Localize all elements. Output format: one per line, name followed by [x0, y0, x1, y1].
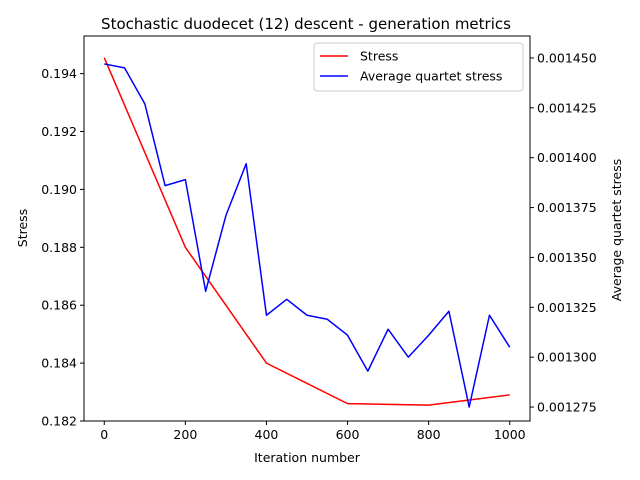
y2-tick-label: 0.001450 — [537, 50, 597, 65]
y-tick-label: 0.190 — [41, 182, 77, 197]
y-tick-label: 0.194 — [41, 66, 77, 81]
y-tick-label: 0.182 — [41, 414, 77, 429]
x-axis: 0 200 400 600 800 1000 — [100, 421, 526, 442]
legend-label-average-quartet-stress: Average quartet stress — [360, 69, 502, 84]
x-tick-label: 800 — [417, 427, 441, 442]
y2-tick-label: 0.001400 — [537, 150, 597, 165]
y2-tick-label: 0.001375 — [537, 200, 597, 215]
series-line-average-quartet-stress — [104, 63, 511, 408]
y2-tick-label: 0.001325 — [537, 300, 597, 315]
series-line-stress — [103, 57, 510, 406]
y-axis-left: 0.182 0.184 0.186 0.188 0.190 0.192 0.194 — [41, 66, 84, 429]
plot-lines — [103, 57, 511, 408]
y-axis-label: Stress — [15, 209, 30, 247]
y-axis-right: 0.001275 0.001300 0.001325 0.001350 0.001375… — [530, 50, 597, 415]
x-axis-label: Iteration number — [254, 450, 361, 465]
x-tick-label: 400 — [255, 427, 279, 442]
x-tick-label: 200 — [173, 427, 197, 442]
y2-tick-label: 0.001300 — [537, 350, 597, 365]
legend-box — [313, 42, 524, 92]
y2-tick-label: 0.001350 — [537, 250, 597, 265]
legend-label-stress: Stress — [360, 49, 398, 64]
y-tick-label: 0.188 — [41, 240, 77, 255]
y-tick-label: 0.186 — [41, 298, 77, 313]
y2-axis-label: Average quartet stress — [609, 159, 624, 301]
y-tick-label: 0.184 — [41, 356, 77, 371]
y-tick-label: 0.192 — [41, 124, 77, 139]
y2-tick-label: 0.001425 — [537, 100, 597, 115]
x-tick-label: 1000 — [494, 427, 526, 442]
legend: Stress Average quartet stress — [313, 42, 524, 92]
chart-title: Stochastic duodecet (12) descent - gener… — [101, 15, 511, 33]
plot-frame — [83, 35, 531, 422]
y2-tick-label: 0.001275 — [537, 400, 597, 415]
x-tick-label: 0 — [100, 427, 108, 442]
x-tick-label: 600 — [336, 427, 360, 442]
